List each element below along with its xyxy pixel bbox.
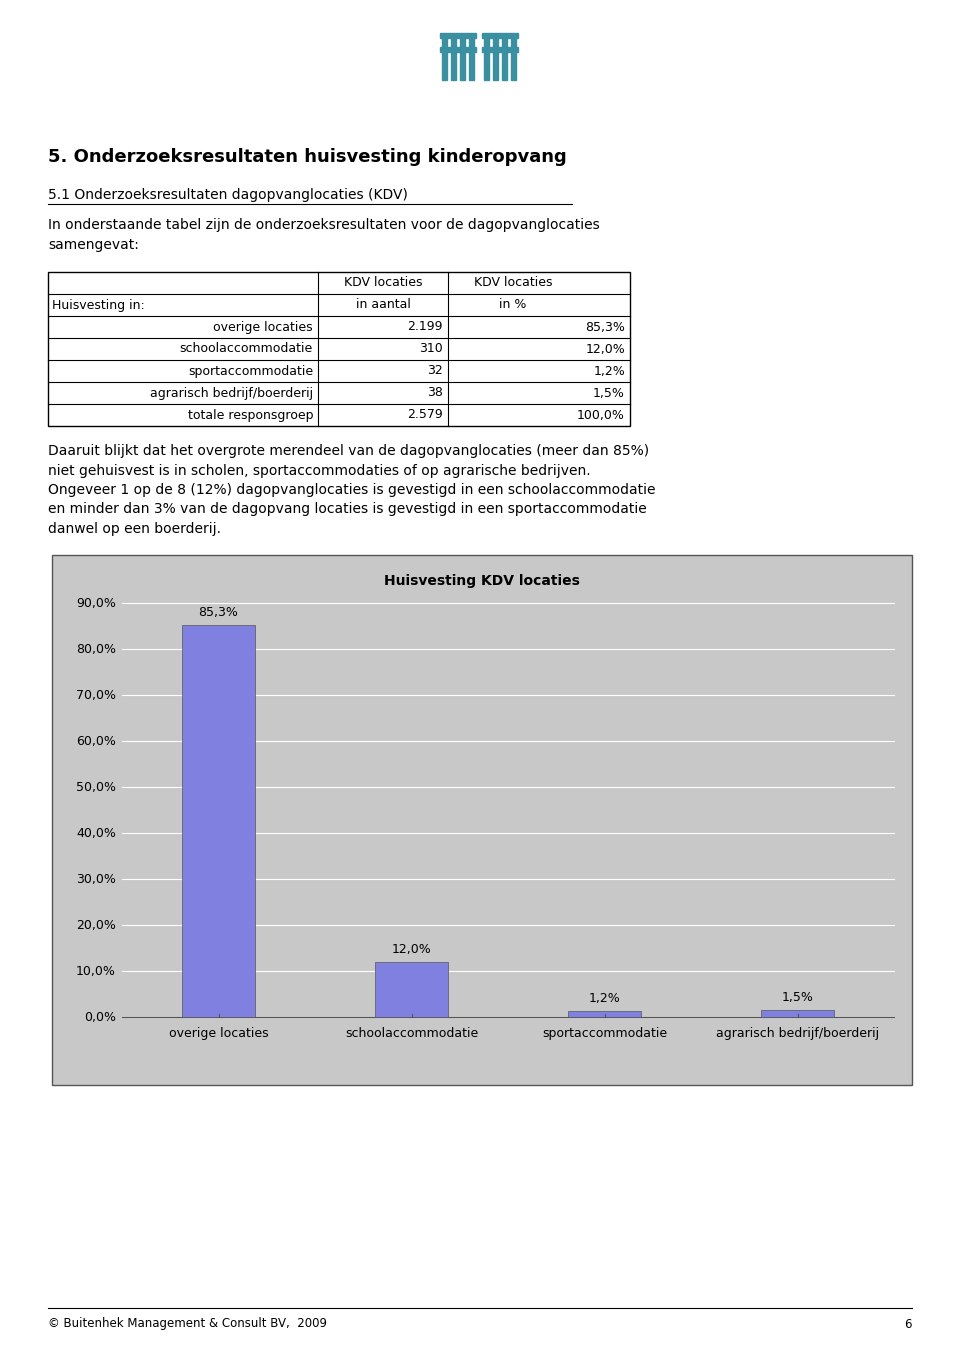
Text: 6: 6 (904, 1317, 912, 1331)
Bar (374, 962, 448, 1017)
Text: 32: 32 (427, 365, 443, 377)
Bar (451, 38, 456, 79)
Text: 30,0%: 30,0% (76, 873, 116, 885)
Text: agrarisch bedrijf/boerderij: agrarisch bedrijf/boerderij (150, 387, 313, 400)
Text: 5. Onderzoeksresultaten huisvesting kinderopvang: 5. Onderzoeksresultaten huisvesting kind… (48, 148, 566, 166)
Bar (469, 38, 474, 79)
Text: 12,0%: 12,0% (586, 342, 625, 356)
Text: agrarisch bedrijf/boerderij: agrarisch bedrijf/boerderij (716, 1026, 879, 1040)
Text: 1,2%: 1,2% (593, 365, 625, 377)
Text: Huisvesting in:: Huisvesting in: (52, 299, 145, 311)
Bar (482, 32, 518, 38)
Text: 2.199: 2.199 (407, 321, 443, 334)
Text: 12,0%: 12,0% (392, 943, 431, 956)
Bar (52, 555, 912, 1084)
Bar (442, 38, 447, 79)
Bar (484, 38, 489, 79)
Text: schoolaccommodatie: schoolaccommodatie (180, 342, 313, 356)
Text: 40,0%: 40,0% (76, 827, 116, 839)
Bar (181, 625, 255, 1017)
Text: © Buitenhek Management & Consult BV,  2009: © Buitenhek Management & Consult BV, 200… (48, 1317, 327, 1331)
Bar (440, 47, 476, 53)
Text: 5.1 Onderzoeksresultaten dagopvanglocaties (KDV): 5.1 Onderzoeksresultaten dagopvanglocati… (48, 189, 408, 202)
Text: 310: 310 (420, 342, 443, 356)
Text: 0,0%: 0,0% (84, 1010, 116, 1024)
Bar (440, 32, 476, 38)
Text: Huisvesting KDV locaties: Huisvesting KDV locaties (384, 574, 580, 589)
Text: totale responsgroep: totale responsgroep (187, 408, 313, 422)
Bar (460, 38, 465, 79)
Text: 85,3%: 85,3% (199, 606, 238, 618)
Text: overige locaties: overige locaties (169, 1026, 268, 1040)
Text: 20,0%: 20,0% (76, 919, 116, 932)
Text: 50,0%: 50,0% (76, 780, 116, 793)
Text: 38: 38 (427, 387, 443, 400)
Text: 85,3%: 85,3% (586, 321, 625, 334)
Text: overige locaties: overige locaties (213, 321, 313, 334)
Text: KDV locaties: KDV locaties (344, 276, 422, 290)
Text: 100,0%: 100,0% (577, 408, 625, 422)
Text: 80,0%: 80,0% (76, 643, 116, 656)
Text: 60,0%: 60,0% (76, 734, 116, 748)
Bar (493, 38, 498, 79)
Bar (48, 272, 630, 426)
Text: Daaruit blijkt dat het overgrote merendeel van de dagopvanglocaties (meer dan 85: Daaruit blijkt dat het overgrote merende… (48, 445, 656, 536)
Text: 1,5%: 1,5% (781, 991, 813, 1004)
Text: 2.579: 2.579 (407, 408, 443, 422)
Text: sportaccommodatie: sportaccommodatie (188, 365, 313, 377)
Bar (482, 47, 518, 53)
Bar (511, 38, 516, 79)
Text: 70,0%: 70,0% (76, 688, 116, 702)
Text: In onderstaande tabel zijn de onderzoeksresultaten voor de dagopvanglocaties
sam: In onderstaande tabel zijn de onderzoeks… (48, 218, 600, 252)
Text: 90,0%: 90,0% (76, 597, 116, 609)
Text: KDV locaties: KDV locaties (473, 276, 552, 290)
Text: 10,0%: 10,0% (76, 964, 116, 978)
Text: in aantal: in aantal (355, 299, 411, 311)
Text: 1,5%: 1,5% (593, 387, 625, 400)
Text: in %: in % (499, 299, 527, 311)
Bar (567, 1012, 641, 1017)
Text: sportaccommodatie: sportaccommodatie (542, 1026, 667, 1040)
Bar (761, 1010, 834, 1017)
Text: schoolaccommodatie: schoolaccommodatie (345, 1026, 478, 1040)
Bar (502, 38, 507, 79)
Text: 1,2%: 1,2% (588, 993, 620, 1005)
